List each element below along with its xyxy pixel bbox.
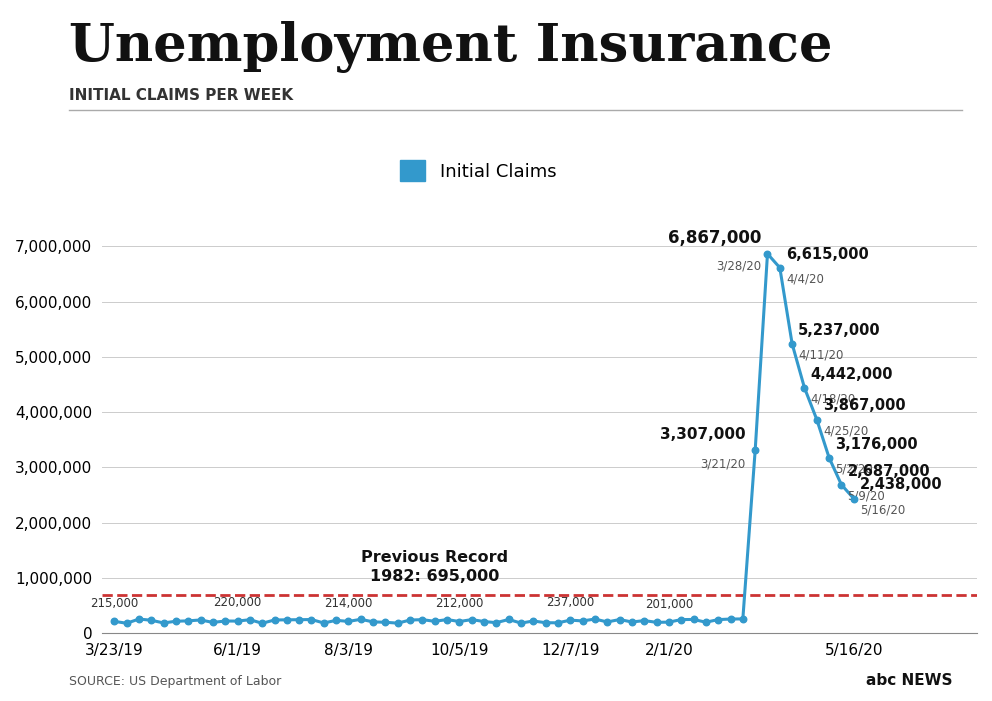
Text: 2,438,000: 2,438,000 — [860, 477, 942, 492]
Text: 201,000: 201,000 — [645, 597, 693, 611]
Point — [229, 615, 245, 627]
Point — [833, 479, 849, 491]
Point — [181, 615, 196, 627]
Point — [797, 382, 812, 393]
Point — [513, 618, 529, 629]
Text: 5/16/20: 5/16/20 — [860, 503, 905, 517]
Text: 214,000: 214,000 — [324, 597, 373, 610]
Point — [488, 617, 504, 628]
Text: 5/2/20: 5/2/20 — [835, 463, 873, 476]
Point — [378, 617, 394, 628]
Point — [772, 262, 788, 273]
Point — [846, 493, 862, 504]
Text: 5/9/20: 5/9/20 — [847, 490, 885, 503]
Point — [785, 339, 801, 350]
Text: 220,000: 220,000 — [213, 597, 262, 609]
Point — [464, 614, 480, 625]
Text: 6,615,000: 6,615,000 — [786, 247, 869, 261]
Point — [562, 615, 578, 626]
Text: 2,687,000: 2,687,000 — [847, 463, 930, 479]
Text: 4/4/20: 4/4/20 — [786, 273, 823, 286]
Point — [328, 615, 344, 626]
Point — [427, 615, 442, 627]
Point — [722, 613, 738, 625]
Point — [501, 614, 517, 625]
Point — [205, 617, 221, 628]
Point — [156, 618, 172, 629]
Text: 3,176,000: 3,176,000 — [835, 437, 918, 451]
Point — [476, 616, 492, 627]
Text: 237,000: 237,000 — [547, 596, 594, 608]
Point — [315, 618, 331, 629]
Point — [735, 613, 751, 625]
Point — [292, 614, 308, 625]
Point — [808, 414, 824, 426]
Point — [402, 614, 418, 625]
Text: 3,307,000: 3,307,000 — [660, 427, 745, 442]
Point — [340, 615, 356, 627]
Point — [143, 615, 159, 626]
Point — [131, 613, 147, 625]
Text: 4/18/20: 4/18/20 — [810, 393, 856, 406]
Text: 212,000: 212,000 — [435, 597, 483, 610]
Point — [254, 618, 270, 629]
Text: SOURCE: US Department of Labor: SOURCE: US Department of Labor — [69, 675, 282, 688]
Point — [415, 614, 431, 625]
Text: 3,867,000: 3,867,000 — [823, 398, 906, 414]
Point — [242, 614, 258, 625]
Text: 5,237,000: 5,237,000 — [799, 322, 881, 338]
Point — [439, 614, 455, 625]
Point — [192, 614, 208, 625]
Point — [760, 248, 776, 259]
Text: 4/25/20: 4/25/20 — [823, 425, 868, 437]
Point — [168, 615, 184, 627]
Point — [710, 614, 726, 625]
Point — [599, 616, 615, 627]
Point — [365, 616, 381, 627]
Point — [538, 617, 554, 628]
Point — [390, 618, 406, 629]
Point — [451, 616, 467, 627]
Text: 6,867,000: 6,867,000 — [668, 229, 761, 247]
Legend: Initial Claims: Initial Claims — [393, 154, 563, 189]
Text: Unemployment Insurance: Unemployment Insurance — [69, 21, 833, 73]
Point — [612, 614, 628, 625]
Text: abc NEWS: abc NEWS — [866, 674, 952, 688]
Point — [587, 613, 603, 625]
Point — [106, 615, 122, 627]
Point — [649, 617, 665, 628]
Point — [674, 614, 689, 625]
Point — [119, 618, 135, 629]
Text: 4/11/20: 4/11/20 — [799, 349, 843, 362]
Point — [526, 615, 542, 627]
Point — [698, 617, 714, 628]
Point — [821, 452, 837, 463]
Text: 215,000: 215,000 — [90, 597, 139, 610]
Point — [685, 614, 701, 625]
Point — [279, 614, 295, 625]
Point — [217, 615, 233, 627]
Point — [550, 617, 565, 628]
Text: 3/28/20: 3/28/20 — [716, 260, 761, 273]
Point — [267, 614, 283, 625]
Point — [624, 616, 640, 627]
Point — [574, 615, 590, 627]
Point — [747, 445, 763, 456]
Text: Previous Record
1982: 695,000: Previous Record 1982: 695,000 — [361, 550, 508, 585]
Point — [353, 613, 369, 625]
Text: 4,442,000: 4,442,000 — [810, 367, 893, 382]
Point — [661, 616, 677, 627]
Point — [636, 615, 652, 626]
Point — [304, 614, 319, 625]
Text: 3/21/20: 3/21/20 — [700, 458, 745, 470]
Text: INITIAL CLAIMS PER WEEK: INITIAL CLAIMS PER WEEK — [69, 88, 294, 102]
